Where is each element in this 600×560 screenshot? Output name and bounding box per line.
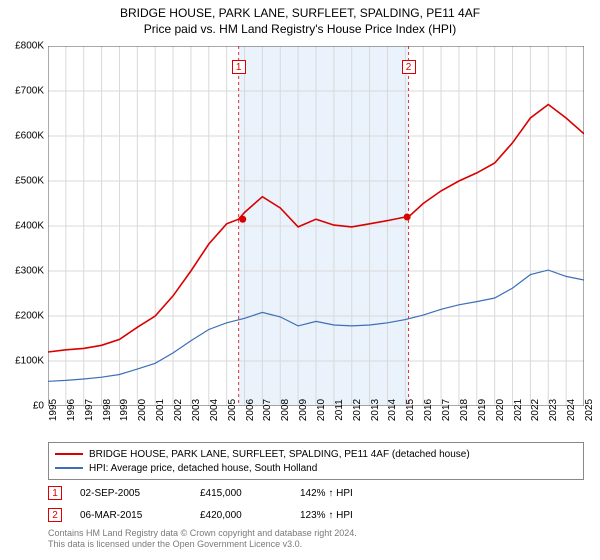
chart-title: BRIDGE HOUSE, PARK LANE, SURFLEET, SPALD… [0, 0, 600, 37]
sale-date: 06-MAR-2015 [80, 510, 200, 521]
sale-marker-icon: 2 [48, 508, 62, 522]
xtick-label: 2014 [387, 399, 398, 421]
xtick-label: 2009 [298, 399, 309, 421]
xtick-label: 2022 [530, 399, 541, 421]
xtick-label: 2007 [262, 399, 273, 421]
xtick-label: 2011 [334, 399, 345, 421]
xtick-label: 2015 [405, 399, 416, 421]
ytick-label: £500K [15, 176, 44, 187]
chart-area: £0£100K£200K£300K£400K£500K£600K£700K£80… [48, 46, 584, 406]
title-line-1: BRIDGE HOUSE, PARK LANE, SURFLEET, SPALD… [0, 6, 600, 22]
legend-item: BRIDGE HOUSE, PARK LANE, SURFLEET, SPALD… [55, 447, 577, 461]
xtick-label: 2021 [513, 399, 524, 421]
ytick-label: £600K [15, 131, 44, 142]
legend-swatch [55, 453, 83, 455]
ytick-label: £300K [15, 266, 44, 277]
title-line-2: Price paid vs. HM Land Registry's House … [0, 22, 600, 38]
ytick-label: £700K [15, 86, 44, 97]
xtick-label: 1997 [84, 399, 95, 421]
sale-marker-label: 1 [232, 60, 246, 74]
ytick-label: £100K [15, 356, 44, 367]
legend-item: HPI: Average price, detached house, Sout… [55, 461, 577, 475]
xtick-label: 2024 [566, 399, 577, 421]
attribution-line-1: Contains HM Land Registry data © Crown c… [48, 528, 584, 539]
xtick-label: 2004 [209, 399, 220, 421]
xtick-label: 2018 [459, 399, 470, 421]
ytick-label: £400K [15, 221, 44, 232]
plot-svg [48, 46, 584, 406]
legend-label: BRIDGE HOUSE, PARK LANE, SURFLEET, SPALD… [89, 449, 470, 460]
sale-row: 1 02-SEP-2005£415,000142% ↑ HPI [48, 482, 584, 504]
sale-price: £415,000 [200, 488, 300, 499]
xtick-label: 2002 [173, 399, 184, 421]
ytick-label: £200K [15, 311, 44, 322]
attribution: Contains HM Land Registry data © Crown c… [48, 528, 584, 551]
xtick-label: 2000 [137, 399, 148, 421]
sales-table: 1 02-SEP-2005£415,000142% ↑ HPI 2 06-MAR-20… [48, 482, 584, 526]
xtick-label: 2001 [155, 399, 166, 421]
xtick-label: 2025 [584, 399, 595, 421]
xtick-label: 1998 [102, 399, 113, 421]
sale-date: 02-SEP-2005 [80, 488, 200, 499]
ytick-label: £800K [15, 41, 44, 52]
xtick-label: 2019 [477, 399, 488, 421]
xtick-label: 2020 [495, 399, 506, 421]
xtick-label: 2010 [316, 399, 327, 421]
legend-label: HPI: Average price, detached house, Sout… [89, 463, 317, 474]
xtick-label: 2017 [441, 399, 452, 421]
sale-marker-label: 2 [402, 60, 416, 74]
xtick-label: 2012 [352, 399, 363, 421]
xtick-label: 2005 [227, 399, 238, 421]
xtick-label: 2016 [423, 399, 434, 421]
ytick-label: £0 [33, 401, 44, 412]
sale-vs-hpi: 142% ↑ HPI [300, 488, 353, 499]
sale-row: 2 06-MAR-2015£420,000123% ↑ HPI [48, 504, 584, 526]
xtick-label: 1995 [48, 399, 59, 421]
xtick-label: 2023 [548, 399, 559, 421]
xtick-label: 1999 [119, 399, 130, 421]
xtick-label: 2013 [370, 399, 381, 421]
xtick-label: 1996 [66, 399, 77, 421]
legend: BRIDGE HOUSE, PARK LANE, SURFLEET, SPALD… [48, 442, 584, 480]
sale-marker-icon: 1 [48, 486, 62, 500]
sale-vs-hpi: 123% ↑ HPI [300, 510, 353, 521]
chart-container: BRIDGE HOUSE, PARK LANE, SURFLEET, SPALD… [0, 0, 600, 560]
sale-price: £420,000 [200, 510, 300, 521]
legend-swatch [55, 467, 83, 469]
xtick-label: 2006 [245, 399, 256, 421]
attribution-line-2: This data is licensed under the Open Gov… [48, 539, 584, 550]
xtick-label: 2003 [191, 399, 202, 421]
xtick-label: 2008 [280, 399, 291, 421]
